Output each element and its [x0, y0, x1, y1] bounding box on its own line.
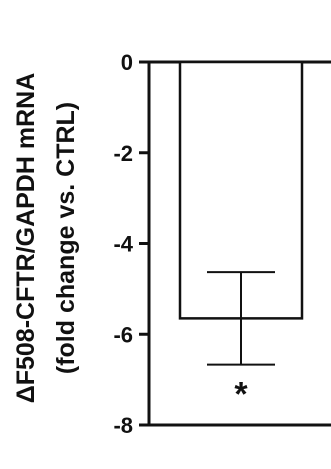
y-tick-label: -4 — [113, 232, 133, 257]
y-tick-label: -8 — [113, 413, 133, 438]
annotations: * — [234, 376, 248, 414]
y-axis-title-line2: (fold change vs. CTRL) — [52, 102, 80, 374]
y-tick-label: -2 — [113, 141, 133, 166]
significance-asterisk: * — [234, 376, 248, 414]
error-bars — [207, 271, 275, 366]
y-tick-label: -6 — [113, 322, 133, 347]
y-axis-title: ΔF508-CFTR/GAPDH mRNA (fold change vs. C… — [12, 73, 80, 404]
y-tick-label: 0 — [121, 50, 133, 75]
y-axis-title-line1: ΔF508-CFTR/GAPDH mRNA — [12, 73, 40, 404]
